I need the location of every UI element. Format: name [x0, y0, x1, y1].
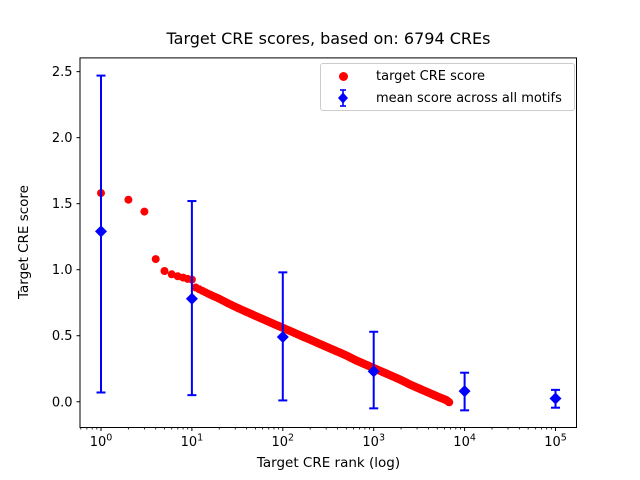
chart-title: Target CRE scores, based on: 6794 CREs — [166, 29, 491, 48]
legend-item-mean-score: mean score across all motifs — [321, 88, 574, 109]
x-tick-label: 101 — [181, 433, 204, 451]
x-axis-label: Target CRE rank (log) — [256, 455, 401, 471]
blue-diamond-point — [276, 331, 289, 344]
legend-label-mean-score: mean score across all motifs — [376, 90, 562, 106]
axes-frame — [79, 57, 577, 429]
x-axis-ticks: 100 101 102 103 104 105 — [80, 427, 567, 451]
y-tick-label: 2.5 — [52, 65, 73, 80]
x-tick-label: 104 — [453, 433, 476, 451]
red-series-target-cre-score — [97, 189, 454, 407]
y-axis-ticks: 0.0 0.5 1.0 1.5 2.0 2.5 — [52, 65, 80, 410]
x-tick-label: 105 — [544, 433, 567, 451]
y-tick-label: 1.0 — [52, 263, 73, 278]
red-circle-marker-icon — [330, 71, 356, 81]
blue-diamond-errorbar-icon — [338, 89, 348, 107]
red-dot-icon — [338, 71, 348, 81]
y-tick-label: 0.5 — [52, 329, 73, 344]
red-data-point — [445, 398, 454, 407]
blue-diamond-point — [367, 365, 380, 378]
y-tick-label: 2.0 — [52, 131, 73, 146]
x-tick-label: 102 — [272, 433, 295, 451]
blue-diamond-point — [94, 225, 107, 238]
red-data-point — [160, 267, 169, 275]
blue-series-mean-score — [94, 74, 562, 412]
y-tick-label: 0.0 — [52, 395, 73, 410]
blue-diamond-point — [458, 385, 471, 398]
legend-label-target-cre-score: target CRE score — [376, 68, 486, 84]
x-tick-label: 103 — [362, 433, 385, 451]
blue-diamond-marker-icon — [330, 88, 356, 108]
red-data-point — [140, 207, 149, 216]
red-data-point — [124, 195, 133, 204]
blue-diamond-point — [185, 292, 198, 305]
red-data-point — [151, 255, 160, 264]
legend: target CRE score mean score across all m… — [320, 63, 575, 111]
x-tick-label: 100 — [90, 433, 113, 451]
y-axis-label: Target CRE score — [16, 185, 32, 299]
red-data-point — [167, 270, 176, 279]
blue-diamond-point — [549, 392, 562, 405]
y-tick-label: 1.5 — [52, 197, 73, 212]
legend-item-target-cre-score: target CRE score — [321, 66, 574, 87]
